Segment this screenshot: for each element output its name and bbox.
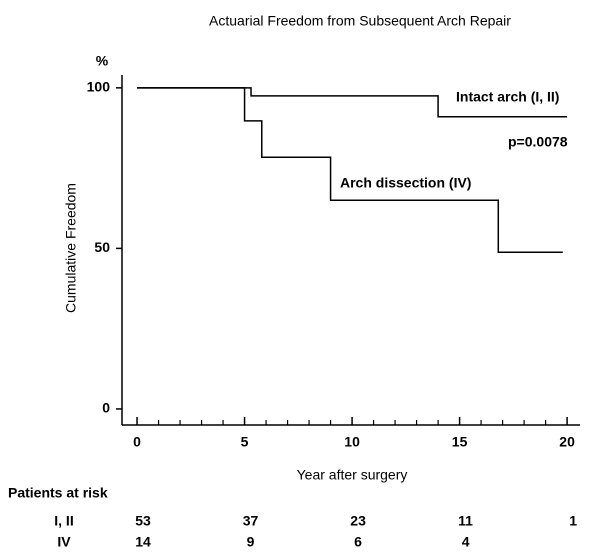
x-tick-label: 10: [344, 434, 360, 450]
x-tick-label: 20: [559, 434, 575, 450]
chart-title: Actuarial Freedom from Subsequent Arch R…: [209, 13, 511, 29]
risk-count: 11: [458, 513, 473, 529]
label-background: [452, 87, 564, 109]
y-tick-label: 100: [87, 79, 111, 95]
x-tick-label: 5: [241, 434, 249, 450]
risk-count: 23: [350, 513, 366, 529]
x-axis-label: Year after surgery: [297, 467, 408, 483]
risk-count: 1: [569, 513, 577, 529]
legend-label: Arch dissection (IV): [340, 175, 471, 191]
legend-label: Intact arch (I, II): [456, 89, 559, 105]
step-line: [137, 87, 563, 253]
risk-count: 4: [462, 534, 470, 550]
risk-count: 9: [247, 534, 255, 550]
y-tick-label: 0: [102, 400, 110, 416]
label-background: [336, 173, 476, 195]
risk-count: 14: [135, 534, 151, 550]
risk-count: 6: [354, 534, 362, 550]
risk-table-title: Patients at risk: [8, 485, 108, 501]
x-tick-label: 0: [133, 434, 141, 450]
y-axis-label: Cumulative Freedom: [63, 183, 79, 313]
annotation: p=0.0078: [508, 134, 568, 150]
y-unit: %: [96, 53, 109, 69]
label-background: [504, 132, 572, 154]
risk-row-label: IV: [57, 534, 71, 550]
risk-count: 37: [243, 513, 259, 529]
y-tick-label: 50: [94, 239, 110, 255]
x-tick-label: 15: [452, 434, 468, 450]
risk-count: 53: [135, 513, 151, 529]
risk-row-label: I, II: [54, 513, 73, 529]
